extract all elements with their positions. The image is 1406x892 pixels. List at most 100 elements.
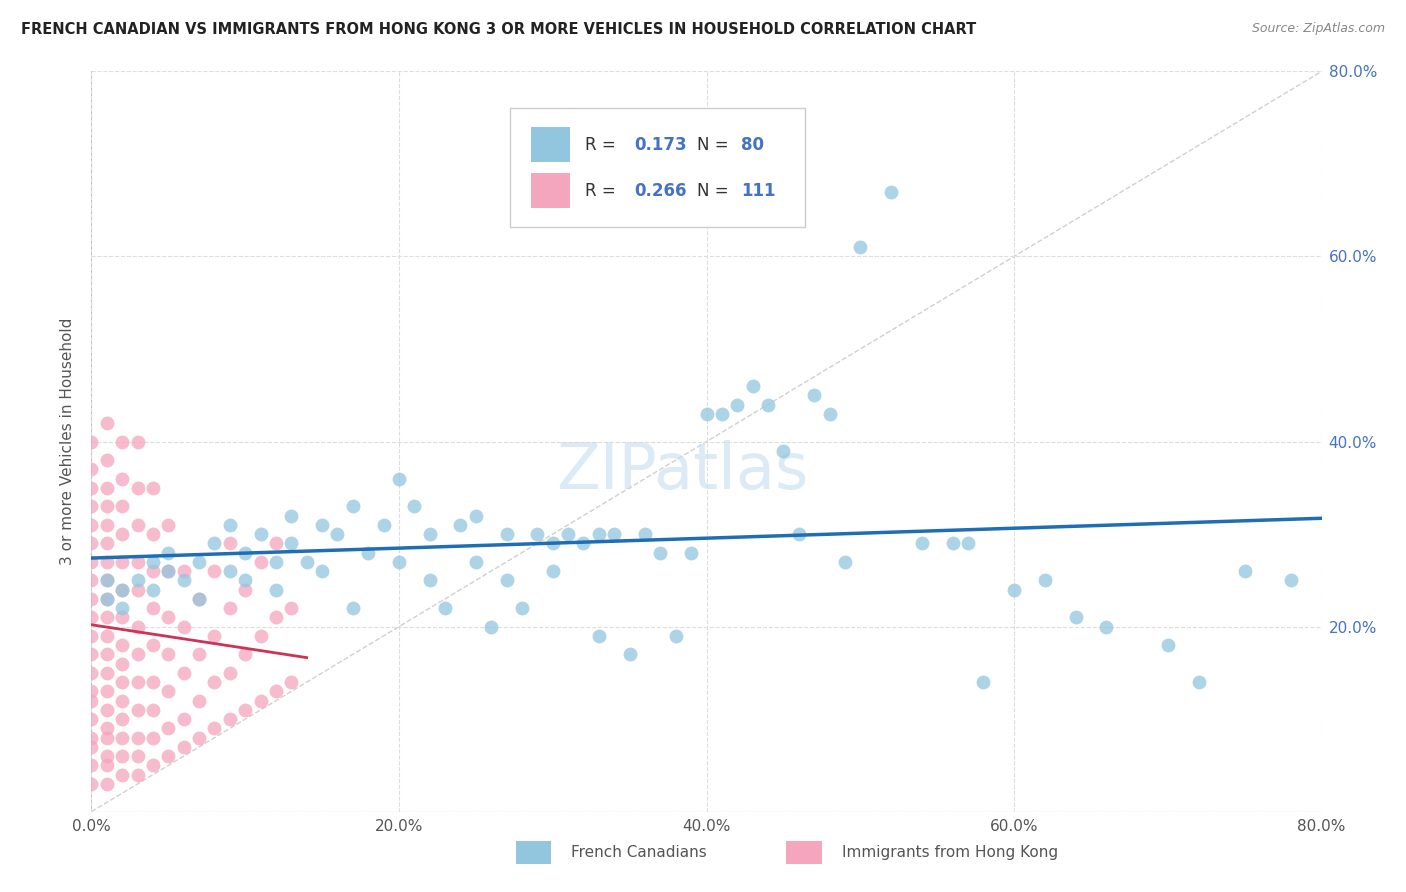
Point: [1095, 619, 1118, 633]
Point: [80, 481, 103, 495]
Point: [264, 555, 287, 569]
Point: [972, 675, 994, 690]
Point: [142, 703, 165, 717]
Point: [188, 648, 211, 662]
Point: [157, 564, 180, 578]
Point: [96, 416, 118, 430]
Point: [202, 564, 225, 578]
Point: [80, 574, 103, 588]
Point: [80, 555, 103, 569]
Point: [96, 591, 118, 606]
Point: [188, 591, 211, 606]
Point: [80, 462, 103, 476]
Point: [188, 731, 211, 745]
Point: [157, 749, 180, 764]
Point: [634, 527, 657, 541]
Point: [218, 665, 240, 680]
Point: [218, 536, 240, 550]
Point: [233, 703, 256, 717]
Point: [127, 675, 149, 690]
Point: [157, 564, 180, 578]
Point: [464, 508, 486, 523]
Point: [326, 527, 349, 541]
Point: [249, 694, 271, 708]
Point: [696, 407, 718, 421]
Point: [202, 722, 225, 736]
Point: [80, 536, 103, 550]
Point: [510, 601, 533, 615]
Point: [157, 610, 180, 624]
Point: [603, 527, 626, 541]
Point: [142, 582, 165, 597]
Point: [127, 619, 149, 633]
Point: [127, 648, 149, 662]
Point: [233, 574, 256, 588]
Point: [173, 712, 195, 726]
Point: [342, 500, 364, 514]
Text: R =: R =: [585, 136, 620, 153]
Text: 80: 80: [741, 136, 763, 153]
FancyBboxPatch shape: [509, 108, 804, 227]
Point: [127, 574, 149, 588]
Bar: [786, 841, 823, 863]
Point: [834, 555, 856, 569]
Point: [111, 675, 134, 690]
Point: [911, 536, 934, 550]
Point: [233, 582, 256, 597]
Point: [280, 601, 302, 615]
Point: [111, 601, 134, 615]
Point: [96, 591, 118, 606]
Y-axis label: 3 or more Vehicles in Household: 3 or more Vehicles in Household: [60, 318, 76, 566]
Point: [264, 684, 287, 698]
Text: N =: N =: [696, 182, 734, 200]
Point: [495, 574, 517, 588]
Point: [142, 758, 165, 772]
Point: [526, 527, 548, 541]
Text: 0.266: 0.266: [634, 182, 686, 200]
Point: [557, 527, 579, 541]
Text: ZIPatlas: ZIPatlas: [555, 440, 808, 502]
Point: [588, 629, 610, 643]
Point: [80, 758, 103, 772]
Point: [202, 536, 225, 550]
Point: [311, 517, 333, 532]
Point: [218, 712, 240, 726]
Point: [142, 555, 165, 569]
Point: [280, 508, 302, 523]
Point: [80, 739, 103, 754]
Point: [127, 731, 149, 745]
Point: [280, 536, 302, 550]
Point: [173, 619, 195, 633]
Text: FRENCH CANADIAN VS IMMIGRANTS FROM HONG KONG 3 OR MORE VEHICLES IN HOUSEHOLD COR: FRENCH CANADIAN VS IMMIGRANTS FROM HONG …: [21, 22, 976, 37]
Point: [849, 240, 872, 254]
Point: [111, 555, 134, 569]
Point: [96, 517, 118, 532]
Point: [202, 629, 225, 643]
Point: [449, 517, 471, 532]
Point: [373, 517, 395, 532]
Point: [142, 638, 165, 652]
Point: [264, 582, 287, 597]
Point: [111, 657, 134, 671]
Point: [80, 694, 103, 708]
Point: [80, 712, 103, 726]
Point: [80, 629, 103, 643]
Point: [173, 665, 195, 680]
Point: [218, 517, 240, 532]
Point: [111, 471, 134, 485]
Point: [96, 684, 118, 698]
Point: [96, 703, 118, 717]
Point: [572, 536, 595, 550]
Point: [96, 731, 118, 745]
Point: [127, 703, 149, 717]
Point: [111, 500, 134, 514]
Point: [96, 574, 118, 588]
Point: [96, 610, 118, 624]
Point: [295, 555, 318, 569]
Text: Source: ZipAtlas.com: Source: ZipAtlas.com: [1251, 22, 1385, 36]
Point: [249, 527, 271, 541]
Point: [142, 731, 165, 745]
Point: [127, 749, 149, 764]
Point: [96, 555, 118, 569]
Point: [249, 555, 271, 569]
